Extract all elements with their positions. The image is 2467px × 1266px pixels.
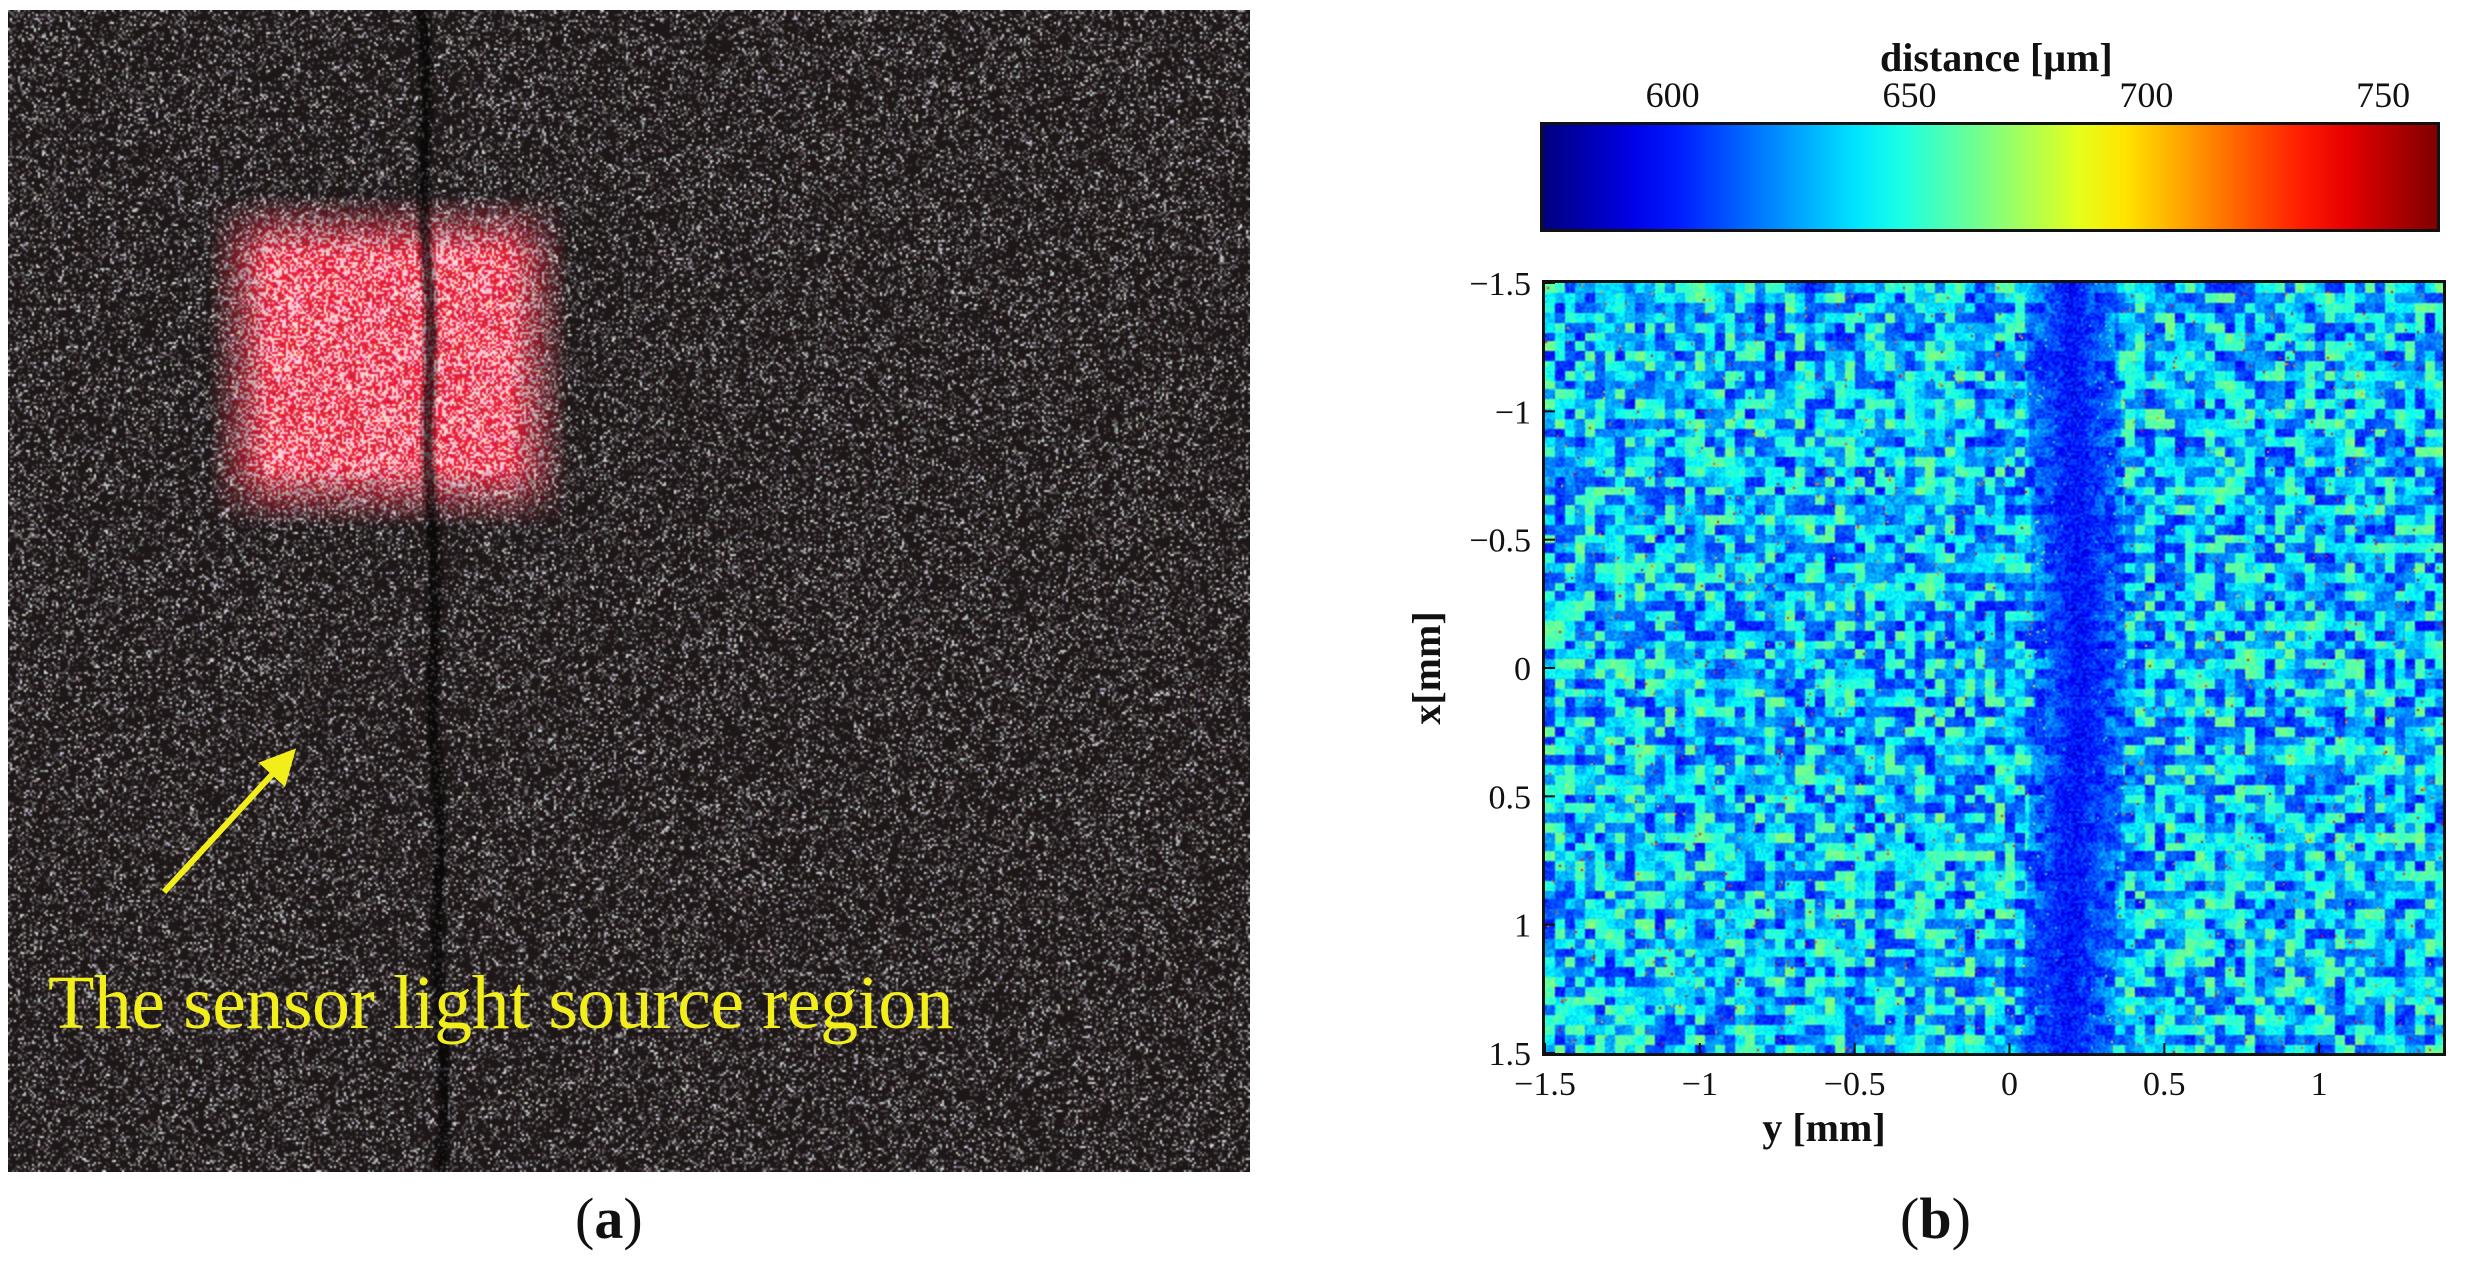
x-tick-label: −0.5 — [1824, 1066, 1886, 1103]
y-tick-label: 0.5 — [1489, 779, 1532, 816]
caption-a-letter: a — [594, 1186, 624, 1251]
y-axis-label: x[mm] — [1404, 611, 1449, 724]
x-tick-label: 0 — [2001, 1066, 2018, 1103]
x-tick-label: −1.5 — [1514, 1066, 1576, 1103]
caption-b: (b) — [1900, 1185, 1971, 1252]
y-tick-label: −0.5 — [1469, 523, 1531, 560]
x-tick-label: 1 — [2311, 1066, 2328, 1103]
caption-a-close: ) — [623, 1186, 643, 1251]
colorbar — [1540, 122, 2440, 232]
caption-a: (a) — [575, 1185, 643, 1252]
colorbar-gradient — [1543, 125, 2437, 229]
light-source-annotation: The sensor light source region — [48, 961, 954, 1045]
colorbar-tick-label: 750 — [2356, 75, 2411, 115]
caption-b-open: ( — [1900, 1186, 1920, 1251]
x-tick-label: −1 — [1682, 1066, 1718, 1103]
distance-map-panel: distance [μm] 600 650 700 750 −1.5 −1 −0.5 0 0.… — [1380, 20, 2467, 1200]
caption-b-letter: b — [1919, 1186, 1952, 1251]
colorbar-label: distance [μm] — [1880, 35, 2113, 80]
sensor-photo-panel: The sensor light source region — [8, 10, 1250, 1172]
distance-heatmap — [1542, 280, 2446, 1056]
annotation-arrow — [161, 748, 297, 895]
x-axis-label: y [mm] — [1762, 1105, 1885, 1150]
colorbar-tick-labels: 600 650 700 750 — [1380, 74, 2467, 124]
caption-a-open: ( — [575, 1186, 595, 1251]
y-tick-label: 1 — [1514, 908, 1531, 945]
y-tick-label: 1.5 — [1489, 1036, 1532, 1073]
specimen-photo — [8, 10, 1250, 1172]
colorbar-tick-label: 600 — [1645, 75, 1700, 115]
colorbar-tick-label: 650 — [1882, 75, 1937, 115]
y-tick-label: 0 — [1514, 651, 1531, 688]
x-tick-label: 0.5 — [2143, 1066, 2186, 1103]
colorbar-tick-label: 700 — [2119, 75, 2174, 115]
heatmap-axes: −1.5 −1 −0.5 0 0.5 1 −1.5 −1 −0.5 0 0.5 1 1.5 y [mm] x… — [1404, 266, 2328, 1150]
y-tick-label: −1 — [1495, 394, 1531, 431]
caption-b-close: ) — [1951, 1186, 1971, 1251]
y-tick-label: −1.5 — [1469, 266, 1531, 303]
